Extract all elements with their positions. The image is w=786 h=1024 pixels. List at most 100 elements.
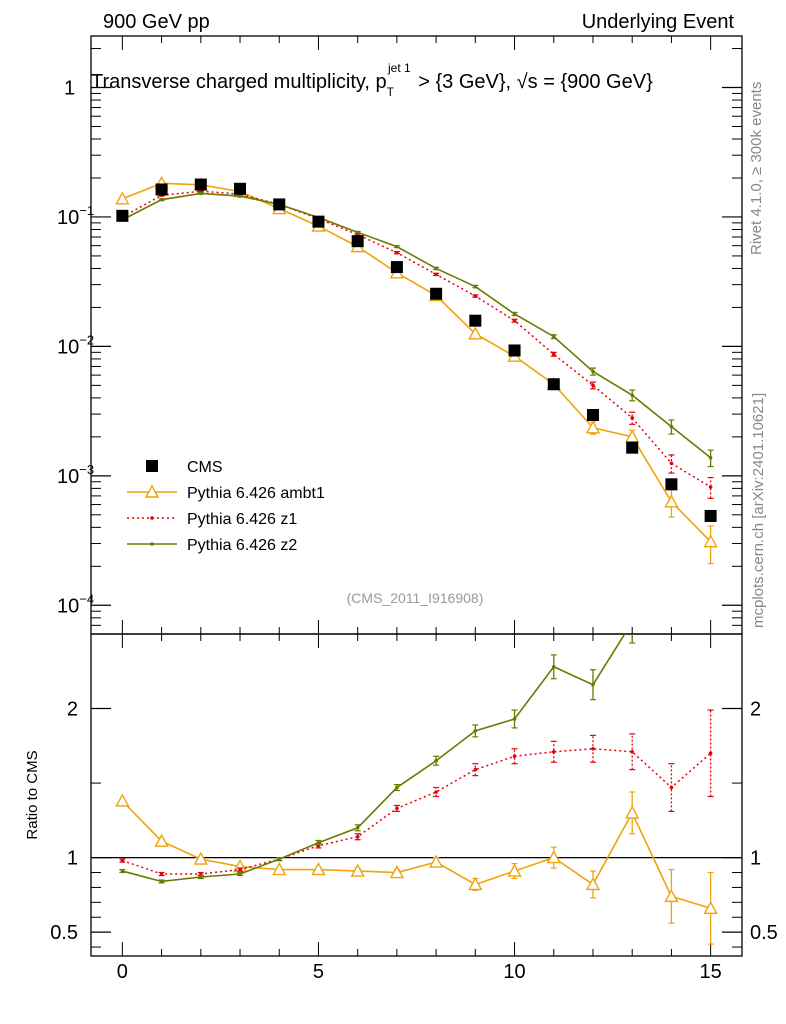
ratio-point-ambt1: [193, 851, 208, 865]
ratio-point-z2: [277, 857, 282, 861]
ratio-point-z2: [395, 785, 399, 790]
ratio-ytick-label: 0.5: [50, 922, 78, 944]
main-ytick-label: 1: [64, 78, 75, 100]
main-point-cms: [626, 441, 639, 454]
ratio-point-ambt1: [389, 865, 405, 879]
ratio-point-z2: [551, 664, 556, 669]
analysis-tag: (CMS_2011_I916908): [347, 590, 484, 606]
ratio-ytick-label: 1: [67, 848, 78, 870]
main-point-cms: [508, 344, 521, 357]
ratio-point-z1: [512, 754, 517, 759]
main-point-z2: [473, 284, 478, 289]
main-point-cms: [547, 378, 560, 391]
ratio-point-ambt1: [272, 862, 287, 876]
legend-label-cms: CMS: [187, 459, 223, 476]
ratio-point-z2: [120, 869, 125, 873]
main-point-cms: [469, 314, 482, 327]
main-point-z1: [434, 272, 438, 277]
ratio-point-ambt1: [468, 876, 483, 891]
rivet-label: Rivet 4.1.0, ≥ 300k events: [748, 82, 765, 255]
ratio-point-z2: [434, 758, 438, 763]
main-point-z2: [238, 194, 242, 198]
ratio-point-z2: [512, 717, 517, 721]
main-point-ambt1: [585, 420, 601, 434]
header-right: Underlying Event: [582, 11, 735, 33]
main-point-cms: [351, 235, 364, 248]
ratio-line-z2: [122, 634, 626, 883]
main-point-ambt1: [468, 326, 483, 340]
ratio-point-z2: [238, 872, 242, 876]
ratio-point-z2: [199, 875, 203, 879]
ratio-point-z2: [709, 580, 713, 584]
main-point-cms: [273, 198, 286, 211]
main-point-ambt1: [115, 191, 130, 205]
main-point-z2: [199, 191, 203, 196]
main-point-cms: [234, 182, 247, 195]
main-point-z2: [591, 369, 595, 374]
legend-marker-cms: [146, 460, 158, 472]
ratio-point-z1: [630, 749, 634, 754]
ratio-point-ambt1: [703, 900, 718, 914]
main-point-z1: [591, 383, 595, 388]
main-point-cms: [430, 287, 443, 300]
ratio-point-z1: [395, 806, 399, 811]
ratio-point-ambt1: [625, 805, 640, 819]
ratio-point-z1: [708, 751, 713, 756]
main-point-z1: [708, 485, 713, 489]
xtick-label: 0: [117, 961, 128, 983]
main-ytick-label: 10−3: [57, 462, 94, 488]
ratio-axes: 0.5 0.5 1 1 2 2 0 5 10 15: [50, 633, 778, 983]
ratio-point-ambt1: [585, 876, 601, 891]
ratio-point-ambt1: [546, 850, 561, 864]
ratio-line-z1: [122, 748, 712, 875]
xtick-label: 15: [700, 961, 722, 983]
title-sup: jet 1: [387, 61, 411, 75]
ratio-point-ambt1: [154, 833, 169, 847]
main-point-z2: [395, 244, 399, 249]
main-point-z2: [355, 230, 360, 235]
header-left: 900 GeV pp: [103, 11, 210, 33]
title-sub: T: [387, 85, 395, 99]
ratio-point-ambt1: [664, 888, 679, 903]
ratio-point-z1: [355, 834, 360, 839]
main-line-z1: [122, 190, 712, 488]
main-point-cms: [665, 478, 678, 491]
ratio-point-z1: [669, 785, 674, 790]
ratio-point-z2: [355, 825, 360, 830]
main-ytick-label: 10−1: [57, 203, 94, 229]
main-point-z2: [159, 197, 164, 202]
main-line-ambt1: [122, 182, 712, 543]
main-point-cms: [155, 183, 168, 196]
xtick-label: 5: [313, 961, 324, 983]
main-point-z2: [708, 455, 713, 460]
ratio-point-z1: [473, 767, 478, 772]
legend-label-z1: Pythia 6.426 z1: [187, 511, 297, 528]
ratio-point-ambt1: [115, 793, 130, 807]
ratio-point-z2: [670, 587, 674, 591]
main-point-z1: [630, 416, 634, 420]
main-line-z2: [122, 192, 712, 459]
main-point-z1: [551, 352, 556, 357]
main-ytick-label: 10−2: [57, 332, 94, 358]
main-point-z2: [669, 424, 674, 429]
title-main: Transverse charged multiplicity, p: [91, 71, 387, 93]
main-point-cms: [390, 261, 403, 274]
ratio-point-ambt1: [507, 863, 522, 877]
ratio-ylabel: Ratio to CMS: [24, 750, 41, 839]
legend-label-ambt1: Pythia 6.426 ambt1: [187, 485, 325, 502]
ratio-ytick-label-right: 1: [750, 848, 761, 870]
ratio-series-layer: [115, 580, 718, 945]
main-point-cms: [312, 215, 325, 228]
ratio-panel-frame: [90, 633, 743, 957]
legend: CMS Pythia 6.426 ambt1 Pythia 6.426 z1 Pyth…: [127, 459, 325, 554]
ratio-point-z2: [630, 620, 634, 624]
ratio-point-z1: [159, 872, 164, 876]
main-point-z1: [669, 461, 674, 466]
ratio-point-z1: [591, 746, 595, 751]
main-point-cms: [116, 209, 129, 222]
plot-title: Transverse charged multiplicity, pTjet 1…: [91, 61, 653, 99]
xtick-label: 10: [503, 961, 525, 983]
main-axes: 1 10−1 10−2 10−3 10−4: [57, 36, 742, 635]
legend-marker-z1: [150, 516, 154, 520]
